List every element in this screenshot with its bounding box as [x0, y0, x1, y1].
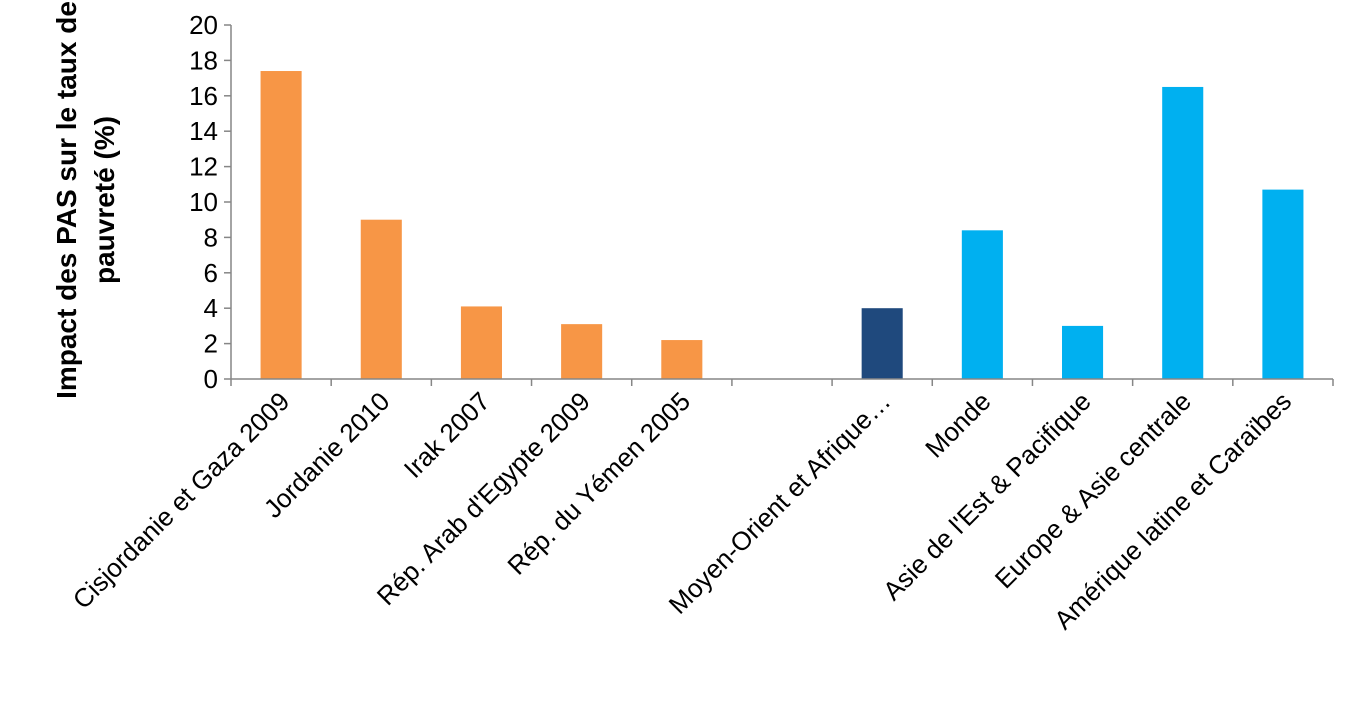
y-tick-label: 20 [189, 10, 218, 40]
x-tick-label: Irak 2007 [398, 386, 496, 484]
bar [1162, 86, 1204, 379]
bar [260, 71, 302, 380]
y-tick-label: 12 [189, 152, 218, 182]
y-tick-label: 18 [189, 45, 218, 75]
bar [961, 230, 1003, 379]
x-tick-label: Rép. du Yémen 2005 [501, 386, 696, 581]
bar [360, 219, 402, 379]
bar [1262, 189, 1304, 379]
bar [460, 306, 502, 379]
bar [1062, 325, 1104, 379]
x-tick-label: Asie de l'Est & Pacifique [877, 386, 1097, 606]
y-tick-label: 16 [189, 81, 218, 111]
y-tick-label: 14 [189, 116, 218, 146]
y-tick-label: 8 [204, 222, 218, 252]
bars [260, 71, 1304, 380]
y-tick-label: 4 [204, 293, 218, 323]
y-axis: 0 2 4 6 8 10 12 14 16 18 20 [189, 10, 232, 394]
bar [661, 340, 703, 379]
x-tick-label: Monde [919, 386, 996, 463]
bar [561, 324, 603, 379]
bar [861, 308, 903, 379]
y-axis-title-line-2: pauvreté (%) [89, 116, 120, 284]
y-axis-title: Impact des PAS sur le taux de pauvreté (… [51, 1, 120, 399]
y-tick-label: 2 [204, 329, 218, 359]
y-axis-title-line-1: Impact des PAS sur le taux de [51, 1, 82, 399]
x-tick-label: Moyen-Orient et Afrique… [663, 386, 897, 620]
y-tick-label: 10 [189, 187, 218, 217]
y-tick-label: 0 [204, 364, 218, 394]
y-tick-label: 6 [204, 258, 218, 288]
x-tick-label: Europe & Asie centrale [989, 386, 1197, 594]
